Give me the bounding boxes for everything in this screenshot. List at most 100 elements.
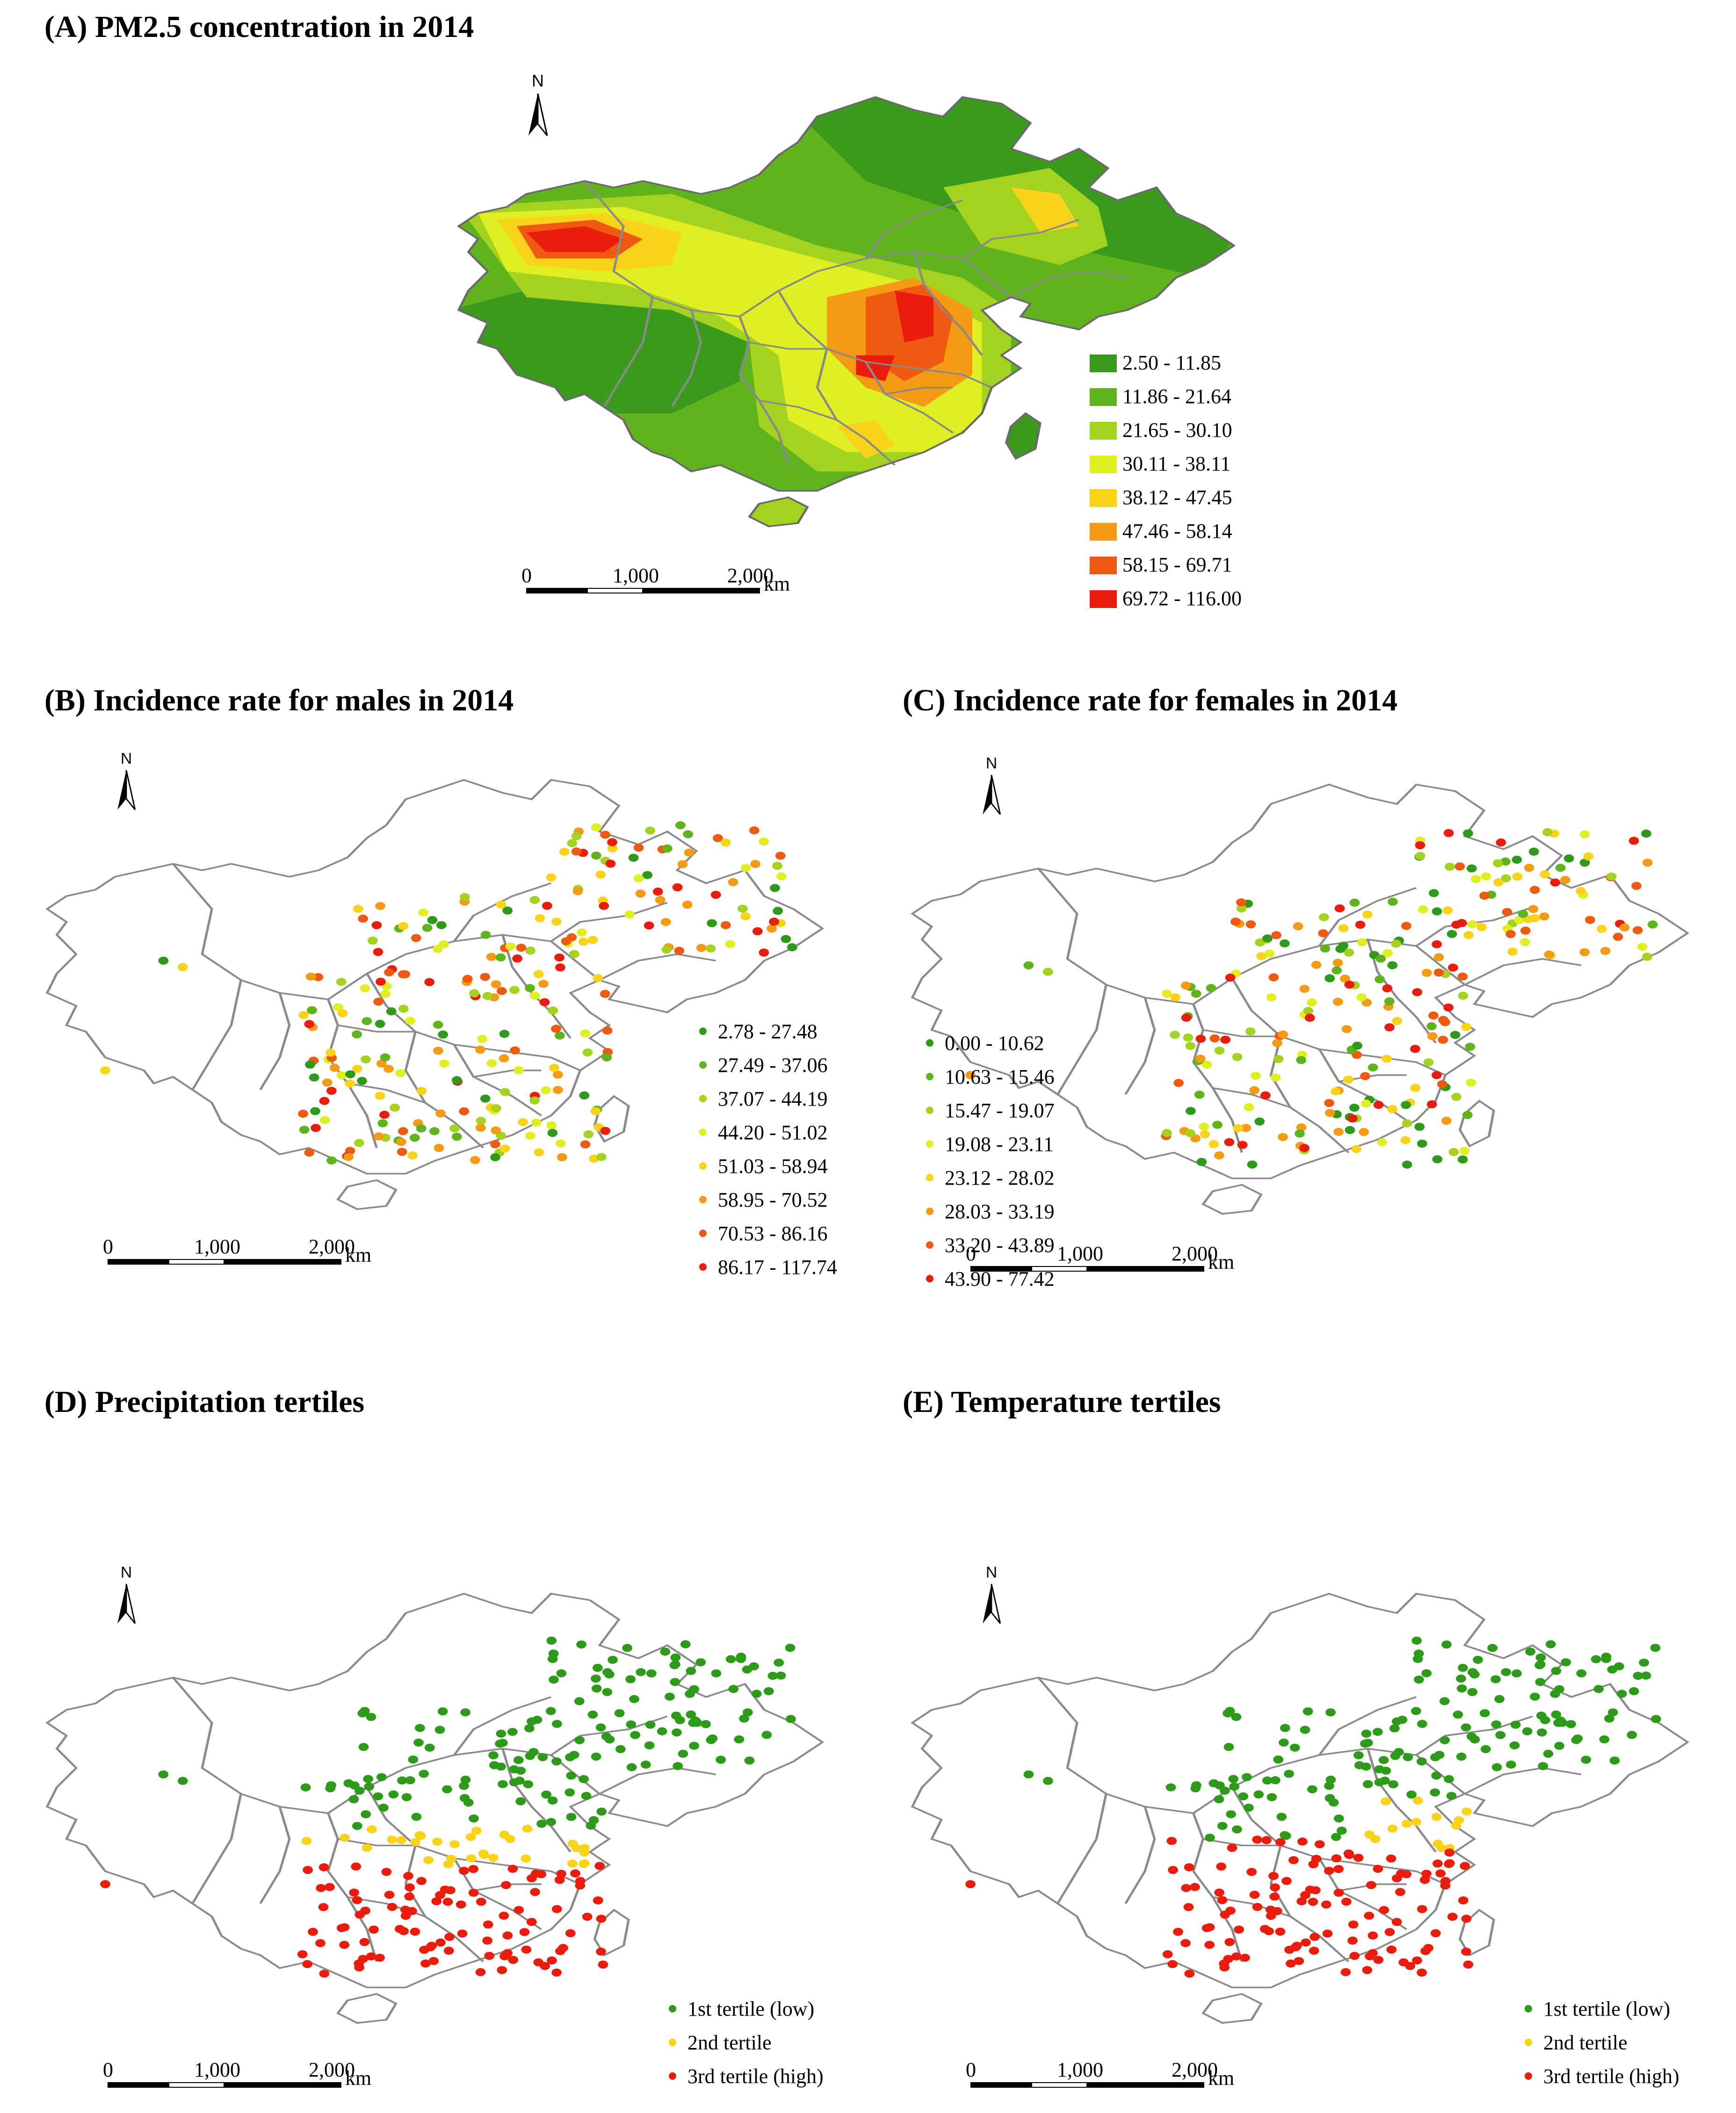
city-marker bbox=[405, 1883, 415, 1892]
north-label: N bbox=[532, 71, 544, 90]
city-marker bbox=[449, 1840, 460, 1848]
city-marker bbox=[1616, 1690, 1627, 1698]
legend-label: 21.65 - 30.10 bbox=[1122, 419, 1232, 441]
legend-label: 38.12 - 47.45 bbox=[1122, 486, 1232, 509]
city-marker bbox=[1651, 1715, 1661, 1723]
city-marker bbox=[1441, 1116, 1452, 1125]
city-marker bbox=[298, 1109, 308, 1118]
city-marker bbox=[1220, 1035, 1231, 1044]
city-marker bbox=[1251, 1071, 1261, 1080]
city-marker bbox=[711, 1669, 722, 1678]
city-marker bbox=[713, 834, 723, 842]
city-marker bbox=[1423, 1058, 1434, 1067]
city-marker bbox=[1309, 1947, 1319, 1955]
legend-item: 3rd tertile (high) bbox=[664, 2064, 824, 2098]
city-marker bbox=[1613, 933, 1623, 941]
city-marker bbox=[776, 872, 787, 881]
city-marker bbox=[1494, 1695, 1505, 1703]
legend-item: 19.08 - 23.11 bbox=[921, 1132, 1055, 1166]
city-marker bbox=[459, 1107, 470, 1115]
city-marker bbox=[1451, 1821, 1461, 1830]
city-marker bbox=[326, 1049, 336, 1057]
city-marker bbox=[1487, 1644, 1498, 1652]
city-marker bbox=[352, 1064, 362, 1073]
city-marker bbox=[1522, 1727, 1533, 1736]
city-marker bbox=[1166, 1837, 1177, 1845]
city-marker bbox=[1288, 1856, 1299, 1865]
city-marker bbox=[1256, 952, 1266, 961]
city-marker bbox=[1642, 858, 1653, 867]
city-marker bbox=[1417, 1905, 1427, 1913]
city-marker bbox=[1467, 864, 1477, 873]
city-marker bbox=[435, 1891, 445, 1899]
city-marker bbox=[546, 1121, 557, 1129]
city-marker bbox=[1219, 1959, 1230, 1968]
city-marker bbox=[475, 1045, 485, 1054]
city-marker bbox=[582, 1912, 593, 1921]
city-marker bbox=[1303, 1006, 1314, 1015]
city-marker bbox=[1320, 944, 1331, 953]
city-marker bbox=[1433, 953, 1444, 962]
city-marker bbox=[1446, 1792, 1457, 1800]
city-marker bbox=[720, 838, 731, 847]
legend-label: 2nd tertile bbox=[687, 2031, 772, 2054]
city-marker bbox=[1348, 1920, 1359, 1929]
city-marker bbox=[300, 1783, 311, 1792]
city-marker bbox=[1432, 1155, 1443, 1164]
city-marker bbox=[519, 1928, 530, 1936]
city-marker bbox=[596, 1807, 607, 1816]
city-marker bbox=[1181, 1884, 1192, 1892]
city-marker bbox=[343, 1153, 354, 1161]
city-marker bbox=[1345, 1126, 1355, 1134]
city-marker bbox=[1402, 1819, 1412, 1828]
legend-item: 21.65 - 30.10 bbox=[1090, 418, 1242, 452]
city-marker bbox=[736, 1655, 746, 1663]
city-marker bbox=[622, 1644, 633, 1652]
city-marker bbox=[554, 1876, 565, 1884]
city-marker bbox=[1373, 1100, 1384, 1109]
city-marker bbox=[644, 921, 654, 930]
scale-label-1000: 1,000 bbox=[1057, 1242, 1103, 1265]
city-marker bbox=[1324, 974, 1335, 983]
city-marker bbox=[1410, 1045, 1420, 1053]
city-marker bbox=[692, 1719, 702, 1727]
city-marker bbox=[496, 987, 507, 995]
city-marker bbox=[1214, 1046, 1225, 1055]
city-marker bbox=[1252, 1903, 1263, 1911]
scale-unit: km bbox=[1208, 2067, 1235, 2090]
city-marker bbox=[759, 837, 769, 846]
city-marker bbox=[1292, 1941, 1302, 1950]
legend-item: 3rd tertile (high) bbox=[1520, 2064, 1679, 2098]
city-marker bbox=[1405, 1962, 1416, 1970]
city-marker bbox=[1352, 1042, 1363, 1050]
city-marker bbox=[1373, 1728, 1383, 1736]
legend-item: 47.46 - 58.14 bbox=[1090, 519, 1242, 553]
city-marker bbox=[725, 1655, 736, 1664]
scale-bar: 0 1,000 2,000 km bbox=[103, 2058, 371, 2091]
city-marker bbox=[366, 1952, 376, 1961]
city-marker bbox=[1318, 929, 1329, 938]
city-marker bbox=[548, 1650, 559, 1658]
city-marker bbox=[1448, 1148, 1459, 1156]
city-marker bbox=[491, 1104, 501, 1113]
city-marker bbox=[1579, 948, 1590, 956]
city-marker bbox=[1224, 1938, 1235, 1947]
city-marker bbox=[1490, 1675, 1501, 1684]
legend-item: 1st tertile (low) bbox=[664, 1997, 824, 2031]
city-marker bbox=[536, 1819, 547, 1828]
city-marker bbox=[1194, 1091, 1205, 1099]
city-marker bbox=[1401, 922, 1411, 930]
city-marker bbox=[1581, 1755, 1591, 1764]
city-marker bbox=[1214, 1889, 1225, 1897]
city-marker bbox=[625, 1675, 636, 1684]
city-marker bbox=[1367, 1063, 1378, 1072]
city-marker bbox=[1607, 1708, 1618, 1717]
city-marker bbox=[1466, 1732, 1477, 1741]
legend-item: 2.50 - 11.85 bbox=[1090, 351, 1242, 384]
legend-dot bbox=[926, 1174, 933, 1181]
city-marker bbox=[381, 1867, 392, 1876]
city-marker bbox=[1444, 1859, 1455, 1867]
city-marker bbox=[1357, 938, 1367, 947]
city-marker bbox=[158, 1770, 169, 1779]
city-marker bbox=[547, 1956, 557, 1965]
